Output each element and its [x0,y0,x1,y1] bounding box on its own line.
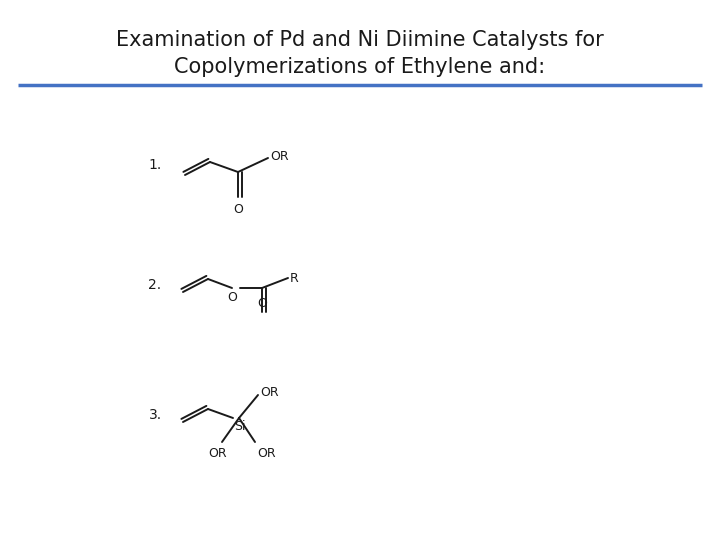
Text: 3.: 3. [148,408,161,422]
Text: O: O [257,297,267,310]
Text: Examination of Pd and Ni Diimine Catalysts for: Examination of Pd and Ni Diimine Catalys… [116,30,604,50]
Text: 2.: 2. [148,278,161,292]
Text: R: R [290,272,299,285]
Text: OR: OR [260,387,279,400]
Text: OR: OR [209,447,228,460]
Text: Si: Si [234,420,246,433]
Text: O: O [227,291,237,304]
Text: OR: OR [257,447,276,460]
Text: OR: OR [270,151,289,164]
Text: Copolymerizations of Ethylene and:: Copolymerizations of Ethylene and: [174,57,546,77]
Text: O: O [233,203,243,216]
Text: 1.: 1. [148,158,161,172]
